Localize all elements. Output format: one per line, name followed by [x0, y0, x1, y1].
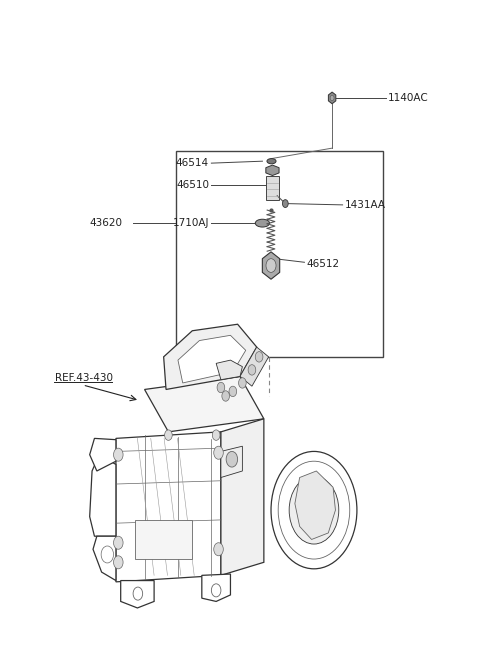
Circle shape — [133, 587, 143, 600]
Circle shape — [212, 430, 220, 440]
Circle shape — [255, 352, 263, 362]
Polygon shape — [90, 438, 116, 471]
Polygon shape — [178, 335, 246, 383]
Polygon shape — [295, 471, 336, 540]
Text: 46510: 46510 — [176, 180, 209, 191]
Polygon shape — [93, 536, 116, 580]
Circle shape — [114, 536, 123, 550]
Text: 1431AA: 1431AA — [345, 200, 386, 210]
Circle shape — [248, 365, 256, 375]
Polygon shape — [164, 324, 257, 390]
Circle shape — [289, 476, 339, 544]
Polygon shape — [263, 252, 280, 279]
Polygon shape — [216, 360, 242, 380]
Text: 43620: 43620 — [90, 218, 123, 228]
Circle shape — [229, 386, 237, 397]
Text: 1140AC: 1140AC — [388, 93, 429, 103]
Circle shape — [271, 451, 357, 569]
Polygon shape — [266, 165, 279, 176]
Circle shape — [239, 378, 246, 388]
Text: 46514: 46514 — [176, 158, 209, 168]
Bar — [135, 520, 192, 559]
Polygon shape — [202, 574, 230, 601]
Circle shape — [266, 259, 276, 272]
Polygon shape — [144, 377, 264, 432]
Polygon shape — [90, 455, 116, 536]
Circle shape — [330, 95, 334, 101]
Circle shape — [114, 556, 123, 569]
Ellipse shape — [255, 219, 270, 227]
Bar — [176, 151, 383, 357]
Circle shape — [214, 446, 223, 459]
Circle shape — [165, 430, 172, 440]
Circle shape — [282, 200, 288, 208]
Polygon shape — [120, 580, 154, 608]
Circle shape — [222, 391, 229, 402]
Text: 1710AJ: 1710AJ — [172, 218, 209, 228]
Text: REF.43-430: REF.43-430 — [55, 373, 113, 383]
Text: 46512: 46512 — [307, 259, 340, 269]
Polygon shape — [240, 347, 269, 386]
Circle shape — [214, 543, 223, 556]
Circle shape — [303, 496, 324, 525]
Circle shape — [278, 461, 350, 559]
Circle shape — [114, 448, 123, 461]
Ellipse shape — [267, 159, 276, 164]
Polygon shape — [116, 432, 221, 582]
Polygon shape — [221, 446, 242, 477]
Circle shape — [217, 383, 225, 393]
Bar — [266, 176, 279, 200]
Circle shape — [211, 584, 221, 597]
Circle shape — [226, 451, 238, 467]
Circle shape — [101, 546, 114, 563]
Polygon shape — [328, 92, 336, 103]
Polygon shape — [221, 419, 264, 575]
